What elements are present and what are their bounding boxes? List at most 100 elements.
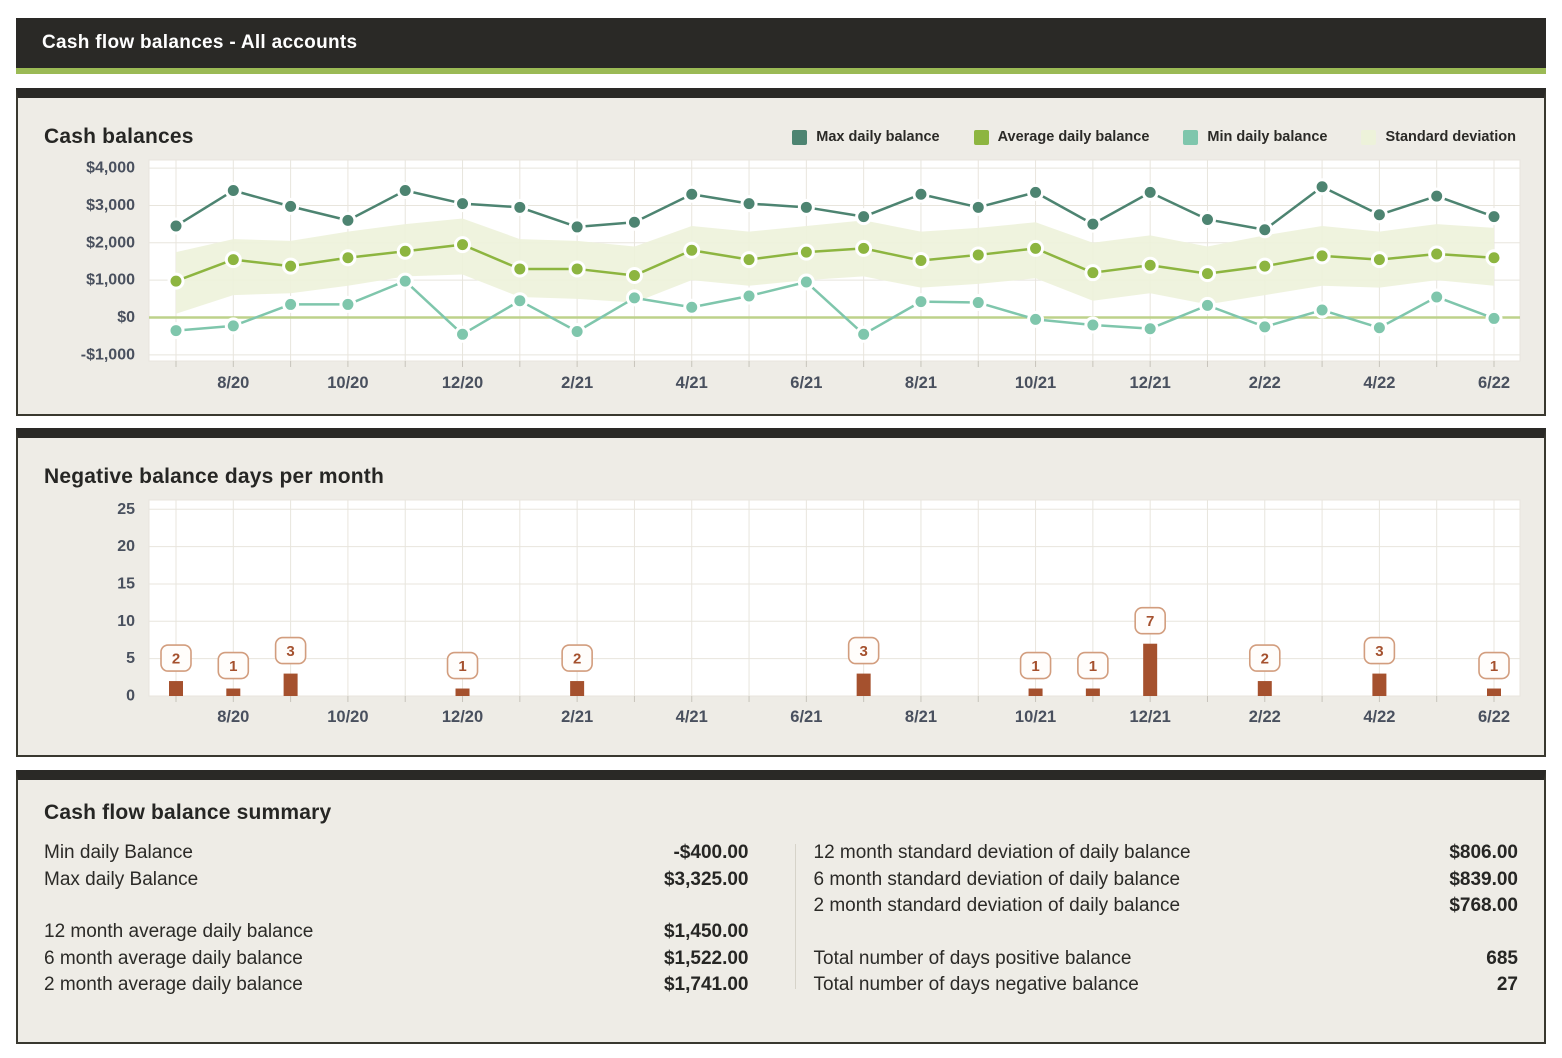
bar-value-label: 1 [1490,658,1498,675]
y-axis-tick-label: 25 [117,501,135,518]
min-daily-balance-point [454,325,472,343]
summary-value: $1,741.00 [663,974,749,995]
x-axis-tick-label: 10/21 [1015,708,1056,726]
min-daily-balance-point [224,317,242,335]
bar-value-badge [1019,651,1052,680]
x-axis-tick-label: 6/21 [790,708,822,726]
cash-balances-panel: Cash balances Max daily balance Average … [16,88,1546,416]
max-daily-balance-point [1256,221,1274,239]
summary-label: 2 month standard deviation of daily bala… [813,895,1181,916]
max-daily-balance-point [454,195,472,213]
min-daily-balance-point [855,325,873,343]
bar-value-label: 7 [1146,613,1154,630]
average-daily-balance-point [568,260,586,278]
legend-item-stddev[interactable]: Standard deviation [1361,129,1516,145]
x-axis-tick-label: 8/21 [905,374,937,392]
max-daily-balance-point [1370,206,1388,224]
summary-value: $1,450.00 [663,921,749,942]
negative-days-bar [169,681,183,696]
max-daily-balance-point [855,208,873,226]
bar-value-badge [1363,636,1396,665]
max-daily-balance-point [1198,210,1216,228]
x-axis-tick-label: 6/22 [1478,374,1510,392]
report-header: Cash flow balances - All accounts [16,18,1546,68]
min-daily-balance-point [1428,288,1446,306]
summary-panel: Cash flow balance summary Min daily Bala… [16,770,1546,1044]
negative-days-bar [1143,643,1158,696]
summary-value: $806.00 [1449,842,1518,863]
legend-swatch-stddev [1361,129,1377,145]
max-daily-balance-point [625,213,643,231]
max-daily-balance-point [1084,215,1102,233]
summary-label: 12 month standard deviation of daily bal… [813,842,1191,863]
bar-value-badge [1077,651,1109,680]
average-daily-balance-point [511,260,529,278]
summary-row-2mo-stddev: 2 month standard deviation of daily bala… [814,893,1519,920]
summary-title: Cash flow balance summary [44,801,332,824]
max-daily-balance-point [1313,178,1331,196]
min-daily-balance-point [740,287,758,305]
summary-label: Total number of days positive balance [813,947,1132,969]
summary-value: $3,325.00 [663,868,749,890]
legend-label-max: Max daily balance [816,129,940,145]
legend-label-stddev: Standard deviation [1385,129,1516,145]
summary-row-2mo-average: 2 month average daily balance $1,741.00 [44,972,749,999]
legend-label-average: Average daily balance [997,129,1150,145]
y-axis-tick-label: $0 [117,309,135,326]
x-axis-tick-label: 8/20 [217,374,249,392]
negative-days-bar [1028,688,1043,696]
average-daily-balance-point [282,257,300,275]
x-axis-tick-label: 12/21 [1130,374,1171,392]
average-daily-balance-point [969,246,987,264]
legend-item-max[interactable]: Max daily balance [792,129,940,145]
cash-balances-title: Cash balances [44,125,194,148]
average-daily-balance-point [1313,247,1331,265]
summary-columns: Min daily Balance -$400.00 Max daily Bal… [18,826,1544,999]
summary-row-max-balance: Max daily Balance $3,325.00 [44,867,749,894]
min-daily-balance-point [396,272,414,290]
max-daily-balance-point [339,211,357,229]
summary-value: $1,522.00 [663,947,749,969]
bar-value-label: 1 [1089,658,1097,675]
summary-value: 27 [1496,974,1518,995]
x-axis-tick-label: 10/21 [1015,374,1056,392]
bar-value-label: 1 [458,658,466,675]
x-axis-tick-label: 2/21 [561,374,593,392]
min-daily-balance-point [1198,296,1216,314]
negative-days-bar [1085,688,1100,696]
bar-value-badge [1478,651,1510,680]
legend-item-min[interactable]: Min daily balance [1183,129,1327,145]
min-daily-balance-point [1027,310,1045,328]
min-daily-balance-point [282,295,300,313]
plot-area [148,499,1521,697]
negative-days-bar [283,673,298,696]
x-axis-tick-label: 6/22 [1478,708,1510,726]
x-axis-tick-label: 2/22 [1249,374,1281,392]
negative-days-bar [856,673,871,696]
bar-value-label: 3 [286,643,294,660]
min-daily-balance-point [1141,320,1159,338]
max-daily-balance-point [1485,208,1503,226]
summary-label: 6 month average daily balance [44,947,303,969]
bar-value-badge [274,636,307,665]
bar-value-badge [446,651,479,680]
average-daily-balance-point [740,251,758,269]
bar-value-badge [1248,644,1281,672]
summary-row-12mo-stddev: 12 month standard deviation of daily bal… [814,840,1519,867]
negative-days-bar [455,688,470,696]
min-daily-balance-point [568,323,586,341]
average-daily-balance-point [1370,251,1388,269]
summary-label: 2 month average daily balance [44,974,303,995]
summary-value: $768.00 [1449,895,1518,916]
average-daily-balance-point [1027,239,1045,257]
average-daily-balance-point [1084,264,1102,282]
min-daily-balance-point [969,294,987,312]
bar-value-badge [217,651,250,680]
y-axis-tick-label: $2,000 [86,234,135,251]
x-axis-tick-label: 4/21 [676,708,708,726]
report-page: Cash flow balances - All accounts Cash b… [16,0,1546,1044]
legend-label-min: Min daily balance [1207,129,1328,145]
chart-legend: Max daily balance Average daily balance … [792,129,1516,145]
average-daily-balance-point [1198,265,1216,283]
legend-item-average[interactable]: Average daily balance [973,129,1150,145]
